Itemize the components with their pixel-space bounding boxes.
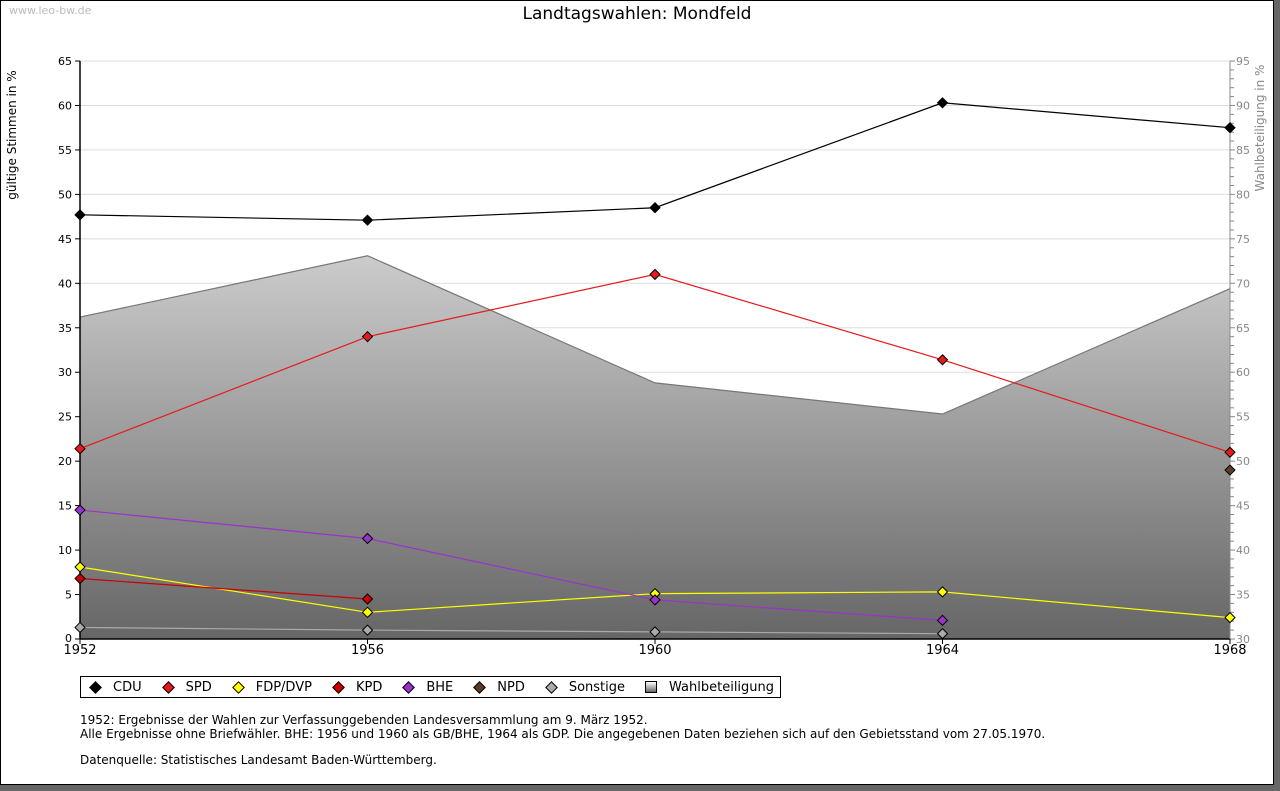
- y-tick-label: 40: [58, 277, 72, 290]
- y2-tick-label: 45: [1236, 500, 1250, 513]
- diamond-icon: [402, 681, 416, 694]
- marker-spd: [649, 268, 661, 281]
- chart-notes: 1952: Ergebnisse der Wahlen zur Verfassu…: [80, 713, 1045, 741]
- line-wahlbeteiligung: [79, 255, 1231, 415]
- y2-tick-label: 35: [1236, 589, 1250, 602]
- marker-cdu: [936, 97, 949, 109]
- chart-legend: CDU SPD FDP/DVP KPD BHE NPD Sonstige Wahlbeteil…: [80, 676, 782, 698]
- y-axis-title: gültige Stimmen in %: [5, 70, 19, 199]
- marker-npd: [1224, 464, 1236, 476]
- legend-label: Wahlbeteiligung: [669, 679, 775, 695]
- marker-cdu: [649, 202, 661, 214]
- marker-bhe: [649, 594, 661, 606]
- note-1952: 1952: Ergebnisse der Wahlen zur Verfassu…: [80, 713, 648, 727]
- legend-label: NPD: [497, 679, 525, 695]
- y2-tick-label: 95: [1236, 55, 1250, 68]
- legend-item-wahlbeteiligung: Wahlbeteiligung: [645, 680, 774, 695]
- marker-sonstige: [74, 621, 86, 634]
- marker-spd: [936, 354, 949, 366]
- y2-tick-label: 70: [1236, 277, 1250, 290]
- y-tick-label: 45: [58, 233, 72, 246]
- diamond-icon: [231, 681, 245, 694]
- y-tick-label: 0: [65, 632, 72, 645]
- marker-sonstige: [936, 627, 949, 640]
- legend-item-fdp-dvp: FDP/DVP: [231, 679, 312, 695]
- legend-item-spd: SPD: [161, 679, 212, 695]
- legend-label: KPD: [355, 679, 383, 695]
- x-tick-label: 1956: [351, 643, 384, 658]
- chart-plot: 0 5 10 15 20 25 30 35 40 45 50 55 60 65 30 35 40 45 50 55 60…: [5, 55, 1267, 658]
- y2-tick-label: 85: [1236, 144, 1250, 157]
- legend-label: SPD: [185, 679, 212, 695]
- y-tick-label: 30: [58, 366, 72, 379]
- line-sonstige: [79, 626, 943, 635]
- legend-label: BHE: [426, 679, 454, 695]
- marker-cdu: [74, 209, 86, 221]
- y2-tick-label: 30: [1236, 633, 1250, 646]
- marker-fdp-dvp: [1224, 611, 1236, 624]
- square-icon: [645, 681, 658, 693]
- diamond-icon: [89, 681, 102, 694]
- marker-bhe: [936, 614, 949, 627]
- legend-item-bhe: BHE: [402, 680, 453, 695]
- marker-sonstige: [649, 626, 661, 638]
- legend-label: Sonstige: [568, 679, 626, 695]
- marker-sonstige: [361, 624, 374, 636]
- marker-cdu: [1224, 121, 1236, 134]
- line-kpd: [79, 577, 368, 600]
- x-tick-label: 1960: [638, 643, 671, 658]
- y-tick-label: 55: [58, 144, 72, 157]
- area-wahlbeteiligung: [80, 255, 1230, 640]
- y2-tick-label: 80: [1236, 188, 1250, 201]
- diamond-icon: [332, 681, 345, 694]
- line-bhe: [79, 509, 943, 621]
- y-tick-label: 15: [58, 500, 72, 513]
- diamond-icon: [473, 681, 487, 694]
- y2-axis-title: Wahlbeteiligung in %: [1253, 65, 1267, 192]
- marker-spd: [74, 442, 86, 455]
- marker-fdp-dvp: [936, 586, 949, 598]
- y-tick-label: 20: [58, 455, 72, 468]
- marker-fdp-dvp: [361, 606, 374, 619]
- y-tick-label: 35: [58, 322, 72, 335]
- legend-item-sonstige: Sonstige: [544, 679, 626, 695]
- marker-kpd: [361, 593, 374, 605]
- y-tick-label: 25: [58, 411, 72, 424]
- y-tick-label: 50: [58, 188, 72, 201]
- y-tick-label: 10: [58, 544, 72, 557]
- legend-item-cdu: CDU: [89, 680, 142, 695]
- legend-label: CDU: [113, 679, 142, 695]
- y-tick-label: 60: [58, 99, 72, 112]
- legend-label: FDP/DVP: [255, 679, 312, 695]
- y2-tick-label: 65: [1236, 322, 1250, 335]
- x-tick-label: 1952: [63, 643, 96, 658]
- marker-bhe: [361, 532, 374, 545]
- y2-tick-label: 55: [1236, 411, 1250, 424]
- marker-kpd: [74, 572, 86, 585]
- y2-tick-label: 50: [1236, 455, 1250, 468]
- marker-fdp-dvp: [74, 561, 86, 573]
- y-tick-label: 65: [58, 55, 72, 68]
- chart-title: Landtagswahlen: Mondfeld: [522, 4, 752, 24]
- y2-tick-label: 40: [1236, 544, 1250, 557]
- marker-spd: [1224, 446, 1236, 458]
- y2-tick-label: 90: [1236, 99, 1250, 112]
- y2-tick-label: 60: [1236, 366, 1250, 379]
- diamond-icon: [161, 681, 175, 694]
- y2-tick-label: 75: [1236, 233, 1250, 246]
- data-source: Datenquelle: Statistisches Landesamt Bad…: [80, 753, 437, 767]
- marker-bhe: [74, 504, 86, 516]
- x-tick-label: 1964: [926, 643, 959, 658]
- x-tick-label: 1968: [1213, 643, 1246, 658]
- legend-item-kpd: KPD: [332, 680, 382, 695]
- note-general: Alle Ergebnisse ohne Briefwähler. BHE: 1…: [80, 727, 1046, 741]
- marker-spd: [361, 330, 374, 343]
- marker-cdu: [361, 214, 374, 226]
- watermark: www.leo-bw.de: [9, 4, 92, 17]
- y-tick-label: 5: [65, 589, 72, 602]
- diamond-icon: [544, 681, 558, 694]
- legend-item-npd: NPD: [473, 680, 525, 695]
